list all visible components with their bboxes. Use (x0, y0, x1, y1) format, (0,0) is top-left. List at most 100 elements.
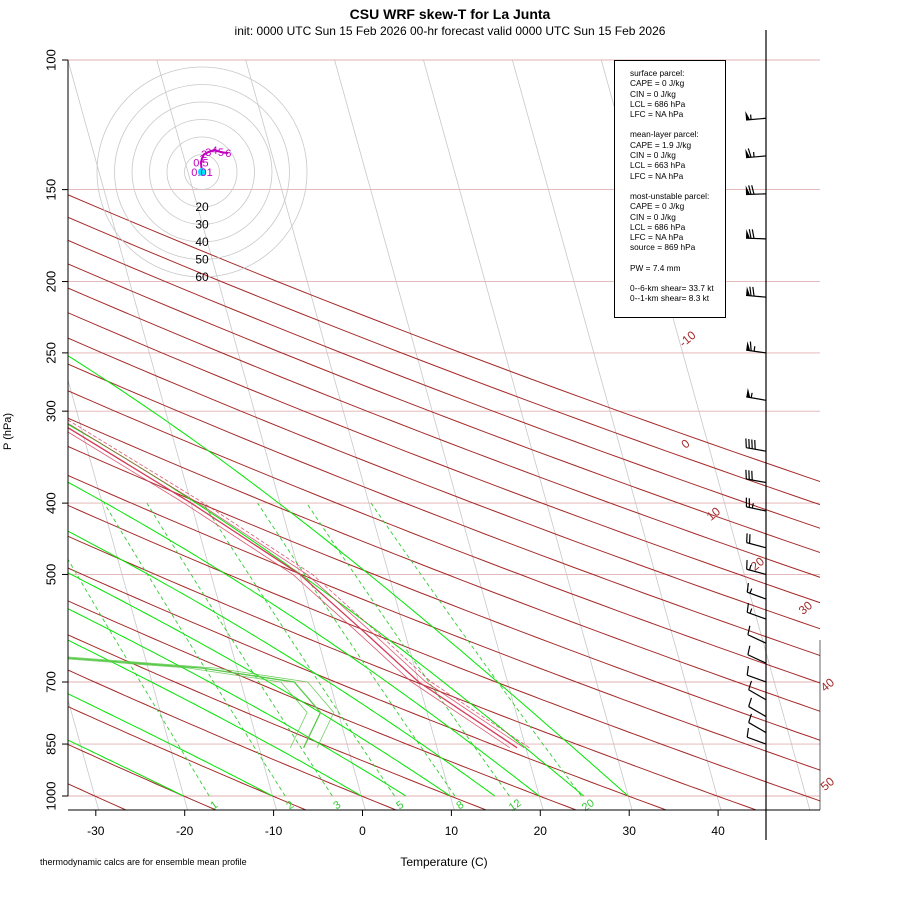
wind-barb-feather (749, 341, 752, 351)
legend-line: LCL = 686 hPa (630, 98, 686, 109)
isotherm-line (68, 378, 188, 810)
mixing-ratio-line (202, 502, 395, 797)
hodograph-point-label: 0.01 (191, 167, 212, 179)
mixing-ratio-line (257, 502, 456, 797)
wind-barb-feather (747, 645, 751, 655)
legend-line: 0--1-km shear= 8.3 kt (630, 293, 710, 304)
x-tick-label: -30 (87, 824, 105, 838)
wind-barb (746, 727, 767, 745)
legend-line: mean-layer parcel: (630, 129, 699, 140)
wind-barb-feather (751, 229, 755, 239)
dry-adiabat (68, 600, 578, 810)
legend-line: CIN = 0 J/kg (630, 88, 676, 99)
legend-line: 0--6-km shear= 33.7 kt (630, 283, 714, 294)
legend-line: CAPE = 1.9 J/kg (630, 139, 692, 150)
mixing-ratio-label: 2 (284, 799, 296, 812)
hodograph-point-label: 5 (218, 147, 224, 159)
hodograph-ring (114, 84, 290, 260)
dry-adiabat-label: 30 (796, 598, 815, 618)
dry-adiabat (68, 504, 820, 802)
wind-barb-shaft (746, 294, 767, 298)
dry-adiabat (68, 287, 820, 578)
temperature-profile (68, 419, 530, 749)
isotherm-line (334, 60, 544, 810)
mixing-ratio-line (146, 502, 333, 797)
legend-line: PW = 7.4 mm (630, 262, 681, 273)
mixing-ratio-line (68, 558, 210, 797)
x-tick-label: 0 (359, 824, 366, 838)
wind-barb-flag (746, 387, 751, 398)
isotherm-line (156, 60, 366, 810)
hodograph-ring-label: 30 (195, 218, 209, 232)
dry-adiabat-label: 10 (704, 504, 723, 524)
hodograph-point-label: 0.5 (193, 158, 208, 170)
hodograph-ring (149, 119, 255, 225)
wind-barb-feather (748, 229, 752, 239)
dry-adiabat (68, 706, 308, 810)
wind-barb (745, 111, 767, 121)
wind-barb (746, 582, 767, 600)
wind-barb (746, 341, 767, 354)
wind-barb (748, 713, 767, 734)
dry-adiabat (68, 634, 488, 810)
wind-barb (745, 148, 767, 159)
hodograph-ring (184, 154, 220, 190)
moist-adiabats (68, 355, 629, 797)
x-tick-label: -20 (176, 824, 194, 838)
dry-adiabat (68, 417, 820, 712)
hodograph-ring-label: 40 (195, 235, 209, 249)
wind-barb-feather (749, 286, 752, 296)
mixing-ratio-line (306, 502, 510, 797)
y-tick-label: 500 (43, 564, 58, 586)
hodograph-ring-label: 20 (195, 200, 209, 214)
wind-barb-shaft (746, 542, 767, 549)
dry-adiabat (68, 567, 668, 810)
legend-block: most-unstable parcel: CAPE = 0 J/kg CIN = … (630, 191, 725, 253)
wind-barb-half-feather (749, 588, 753, 594)
mixing-ratio-line (103, 502, 286, 797)
dry-adiabat (68, 239, 820, 529)
moist-adiabat (68, 355, 629, 797)
hodograph-point-label: 6 (225, 148, 231, 160)
wind-barb-feather (748, 680, 753, 690)
y-tick-label: 850 (43, 733, 58, 755)
wind-barb-flag (746, 229, 751, 239)
y-tick-label: 700 (43, 671, 58, 693)
isobar-lines (68, 59, 820, 797)
wind-barb-half-feather (750, 392, 753, 398)
wind-barbs (745, 30, 767, 840)
y-tick-label: 300 (43, 400, 58, 422)
moist-adiabat (68, 530, 496, 797)
wind-barb-half-feather (748, 565, 752, 571)
wind-barb-shaft (747, 674, 767, 683)
moist-adiabat (68, 739, 184, 797)
moist-adiabat (68, 693, 273, 797)
legend-line: LFC = NA hPa (630, 232, 684, 243)
isotherm-lines (68, 60, 811, 810)
chart-title: CSU WRF skew-T for La Junta (349, 6, 551, 22)
dry-adiabat (68, 783, 128, 810)
temperature-profile (68, 431, 511, 749)
legend-line: surface parcel: (630, 68, 685, 78)
hodograph-ring (131, 101, 273, 243)
y-tick-label: 200 (43, 271, 58, 293)
wind-barb (745, 185, 767, 196)
dry-adiabat-label: 50 (818, 774, 837, 794)
legend-block: surface parcel: CAPE = 0 J/kg CIN = 0 J/kg… (630, 68, 725, 119)
legend-line: LCL = 686 hPa (630, 221, 686, 232)
x-tick-label: 30 (623, 824, 637, 838)
x-tick-label: 10 (445, 824, 459, 838)
wind-barb-flag (746, 286, 751, 296)
wind-barb-shaft (747, 654, 767, 664)
wind-barb-flag (745, 185, 751, 195)
legend-line: CIN = 0 J/kg (630, 211, 676, 222)
dry-adiabat (68, 363, 820, 657)
mixing-ratio-lines (68, 502, 582, 797)
dewpoint-profile (68, 656, 335, 748)
dry-adiabat (68, 669, 398, 810)
wind-barb-shaft (745, 237, 767, 240)
dry-adiabat (68, 263, 820, 554)
hodograph-trace (199, 148, 229, 173)
legend-line: CAPE = 0 J/kg (630, 78, 685, 89)
wind-barb-shaft (748, 689, 767, 701)
